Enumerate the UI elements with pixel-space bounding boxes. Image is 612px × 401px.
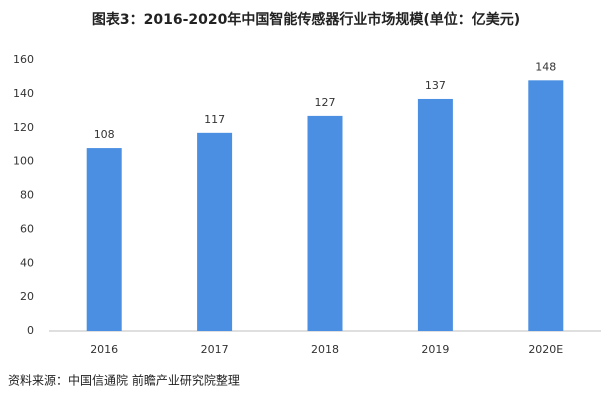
x-tick-label: 2020E [528,343,563,356]
bar [307,115,343,331]
y-tick-label: 0 [27,324,34,337]
bar [86,148,122,331]
y-tick-label: 140 [13,87,34,100]
x-tick-label: 2019 [421,343,449,356]
y-tick-label: 60 [20,222,34,235]
source-note: 资料来源：中国信通院 前瞻产业研究院整理 [8,373,240,388]
data-label: 117 [204,113,225,126]
data-label: 127 [315,96,336,109]
y-tick-label: 20 [20,290,34,303]
y-tick-label: 40 [20,256,34,269]
data-label: 108 [94,128,115,141]
x-tick-label: 2018 [311,343,339,356]
chart-title: 图表3：2016-2020年中国智能传感器行业市场规模(单位：亿美元) [92,11,520,28]
x-tick-label: 2017 [201,343,229,356]
x-tick-label: 2016 [90,343,118,356]
data-label: 148 [535,60,556,73]
bar [417,98,453,331]
y-tick-label: 100 [13,155,34,168]
y-tick-label: 120 [13,121,34,134]
y-tick-label: 80 [20,189,34,202]
bar [197,132,233,331]
data-label: 137 [425,79,446,92]
y-tick-label: 160 [13,53,34,66]
bar [528,80,564,331]
